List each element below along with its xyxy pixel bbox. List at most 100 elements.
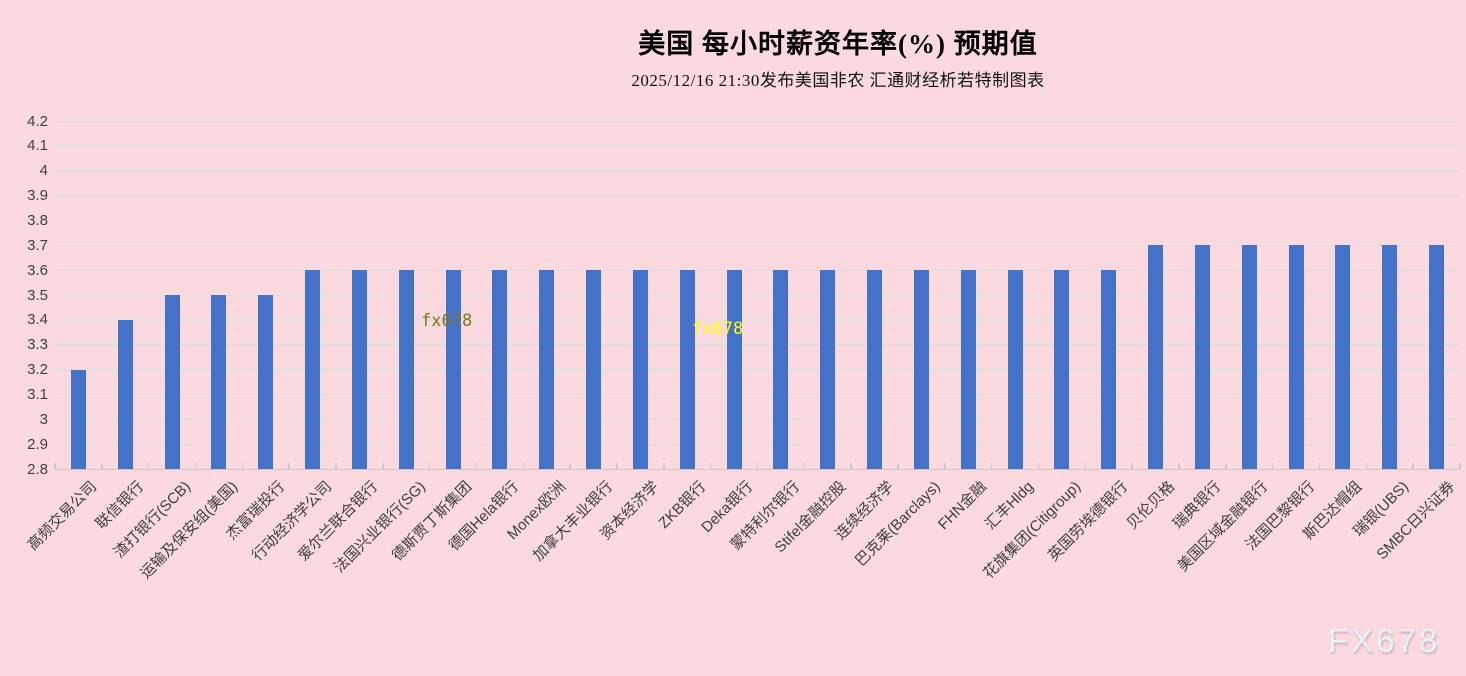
gridline [55, 145, 1460, 147]
bar [867, 270, 883, 469]
bar [1194, 245, 1210, 469]
gridline [55, 393, 1460, 396]
bar [211, 295, 227, 469]
axis-tick [288, 463, 290, 469]
y-tick-label: 3.2 [27, 361, 48, 379]
y-tick-label: 4.1 [27, 137, 48, 155]
axis-tick [1412, 463, 1414, 469]
bar [1288, 245, 1304, 469]
gridline [55, 269, 1460, 272]
watermark-fx678-olive: fx678 [421, 311, 473, 331]
bar [445, 270, 461, 469]
axis-tick [850, 463, 852, 469]
bar [820, 270, 836, 469]
bar [117, 319, 133, 469]
y-tick-label: 4 [39, 162, 48, 180]
bar [679, 270, 695, 469]
y-tick-label: 3.1 [27, 385, 48, 403]
watermark-fx678-corner: FX678 [1328, 622, 1441, 659]
bar [1241, 245, 1257, 469]
bar [398, 270, 414, 469]
y-tick-label: 2.8 [27, 460, 48, 478]
axis-tick [803, 463, 806, 469]
bar [258, 295, 274, 469]
bar [726, 270, 742, 469]
gridline [55, 195, 1460, 197]
bar [1148, 245, 1164, 469]
y-tick-label: 3.6 [27, 261, 48, 279]
chart-header: 美国 每小时薪资年率(%) 预期值 2025/12/16 21:30发布美国非农… [210, 22, 1466, 91]
bar [586, 270, 602, 469]
gridline [55, 443, 1460, 446]
gridline [55, 120, 1460, 122]
gridline [55, 170, 1460, 172]
axis-tick [54, 463, 56, 469]
bar [1007, 270, 1023, 469]
chart-title: 美国 每小时薪资年率(%) 预期值 [638, 29, 1038, 59]
axis-tick [990, 463, 993, 469]
axis-tick [1131, 463, 1133, 469]
axis-tick [147, 463, 150, 469]
chart-subtitle: 2025/12/16 21:30发布美国非农 汇通财经析若特制图表 [631, 71, 1045, 90]
bar [70, 369, 86, 469]
x-tick-label-text: 高频交易公司 [24, 478, 101, 554]
axis-tick [1318, 463, 1321, 469]
axis-tick [616, 463, 618, 469]
bar [913, 270, 929, 469]
gridline [55, 219, 1460, 222]
axis-tick [1459, 463, 1461, 469]
x-tick-label-text: 贝伦贝格 [1123, 478, 1178, 533]
bar [1382, 245, 1398, 469]
gridline [55, 244, 1460, 247]
bar [632, 270, 648, 469]
axis-tick [1365, 463, 1368, 469]
bar [1054, 270, 1070, 469]
axis-tick [944, 463, 946, 469]
axis-tick [663, 463, 665, 469]
bar [351, 270, 367, 469]
axis-tick [1225, 463, 1227, 469]
axis-tick [335, 463, 337, 469]
bar [960, 270, 976, 469]
gridline [55, 344, 1460, 346]
gridline [55, 294, 1460, 296]
gridline [55, 319, 1460, 321]
gridline [55, 418, 1460, 421]
y-tick-label: 2.9 [27, 435, 48, 453]
y-tick-label: 3.7 [27, 236, 48, 254]
axis-tick [522, 463, 525, 469]
bar [539, 270, 555, 469]
bar [492, 270, 508, 469]
y-tick-label: 3.5 [27, 286, 48, 304]
bar [1429, 245, 1445, 469]
x-axis-line [55, 468, 1460, 470]
bar [773, 270, 789, 469]
bar [1101, 270, 1117, 469]
bar [1335, 245, 1351, 469]
axis-tick [1178, 463, 1180, 469]
axis-tick [194, 463, 197, 469]
y-tick-label: 3.9 [27, 187, 48, 205]
gridline [55, 369, 1460, 371]
axis-tick [1084, 463, 1087, 469]
axis-tick [1037, 463, 1040, 469]
x-tick-label-text: FHN金融 [935, 478, 991, 534]
axis-tick [569, 463, 571, 469]
y-tick-label: 3.8 [27, 211, 48, 229]
y-tick-label: 4.2 [27, 112, 48, 130]
y-tick-label: 3.3 [27, 336, 48, 354]
bar [164, 295, 180, 469]
axis-tick [756, 463, 759, 469]
watermark-fx678-yellow: fx678 [692, 319, 744, 339]
axis-tick [1271, 463, 1274, 469]
plot-area: 4.2 4.1 4 3.9 3.8 3.7 3.6 3.5 3.4 3.3 3.2 3.1 3 2.9 2.… [25, 114, 1461, 582]
y-tick-label: 3.4 [27, 311, 48, 329]
y-tick-label: 3 [39, 410, 48, 428]
axis-tick [241, 463, 244, 469]
axis-tick [475, 463, 478, 469]
axis-tick [101, 463, 103, 469]
axis-tick [897, 463, 899, 469]
axis-tick [709, 463, 712, 469]
axis-tick [428, 463, 431, 469]
